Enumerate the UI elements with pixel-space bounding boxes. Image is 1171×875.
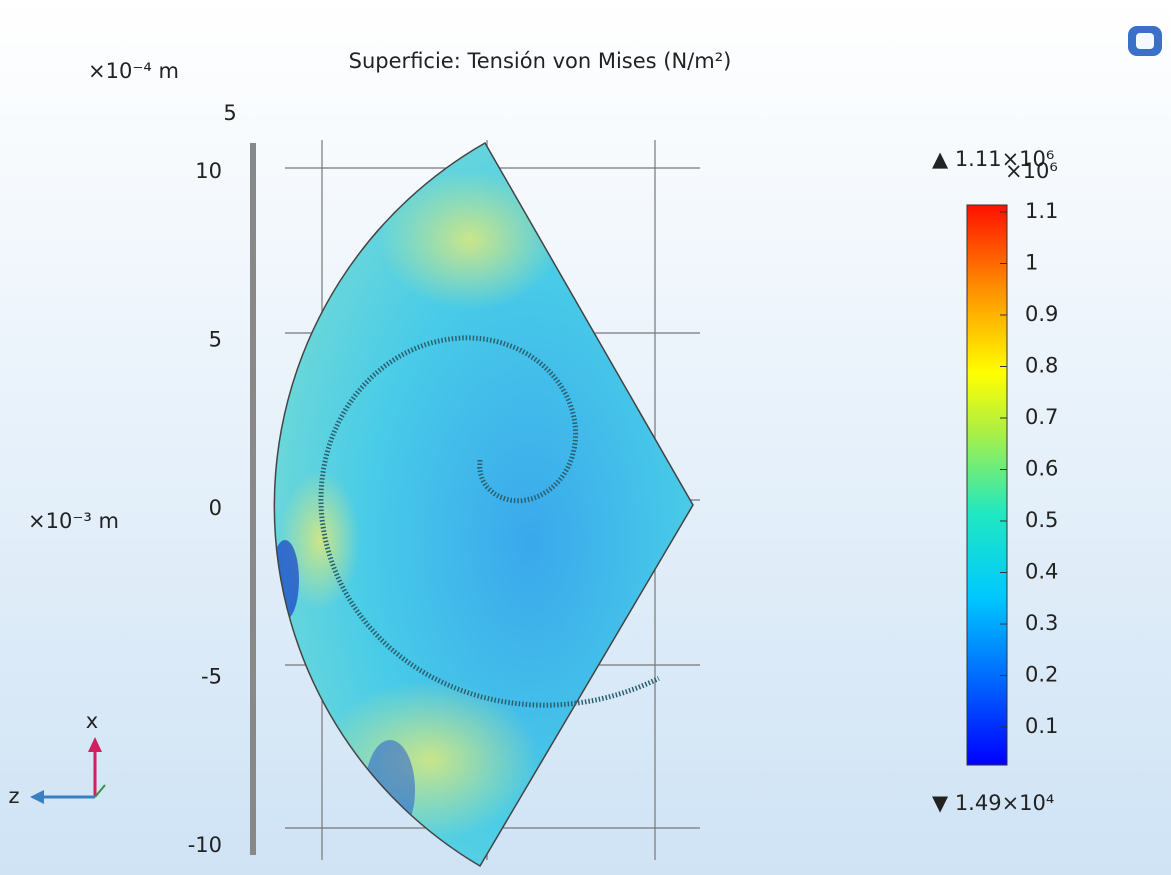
axis-tick: 0 <box>209 496 222 520</box>
colorbar-max: ▲ 1.11×10⁶ <box>932 147 1054 171</box>
axis-bar <box>250 143 256 855</box>
axis-unit: ×10⁻³ m <box>28 509 119 533</box>
axis-tick: -10 <box>188 833 222 857</box>
colorbar-label: 0.4 <box>1025 560 1058 584</box>
triad-label: x <box>86 709 98 733</box>
triad-label: z <box>8 784 19 808</box>
colorbar-scale: ×10⁶ <box>1005 159 1058 183</box>
colorbar-label: 1.1 <box>1025 199 1058 223</box>
colorbar-label: 0.1 <box>1025 714 1058 738</box>
colorbar-label: 0.7 <box>1025 405 1058 429</box>
colorbar-label: 0.5 <box>1025 508 1058 532</box>
sector-outline <box>273 141 694 868</box>
axis-tick: 5 <box>223 101 236 125</box>
colorbar-label: 0.6 <box>1025 457 1058 481</box>
colorbar-label: 0.2 <box>1025 663 1058 687</box>
axis-triad: x z <box>8 709 106 808</box>
colorbar-min: ▼ 1.49×10⁴ <box>932 791 1054 815</box>
colorbar-ticks: 1.1 1 0.9 0.8 0.7 0.6 0.5 0.4 0.3 0.2 0.1 <box>1000 199 1058 738</box>
plot-title: Superficie: Tensión von Mises (N/m²) <box>349 49 732 73</box>
colorbar-label: 0.9 <box>1025 302 1058 326</box>
colorbar-label: 0.3 <box>1025 611 1058 635</box>
colorbar-label: 0.8 <box>1025 354 1058 378</box>
colorbar-label: 1 <box>1025 251 1038 275</box>
axis-tick: -5 <box>201 665 222 689</box>
axis-unit: ×10⁻⁴ m <box>88 59 179 83</box>
axis-tick: 10 <box>195 159 222 183</box>
left-ticks: 10 5 0 -5 -10 <box>188 159 222 857</box>
colorbar <box>966 204 1008 766</box>
window-icon[interactable] <box>1128 26 1162 56</box>
axis-tick: 5 <box>209 328 222 352</box>
spiral <box>318 335 660 708</box>
